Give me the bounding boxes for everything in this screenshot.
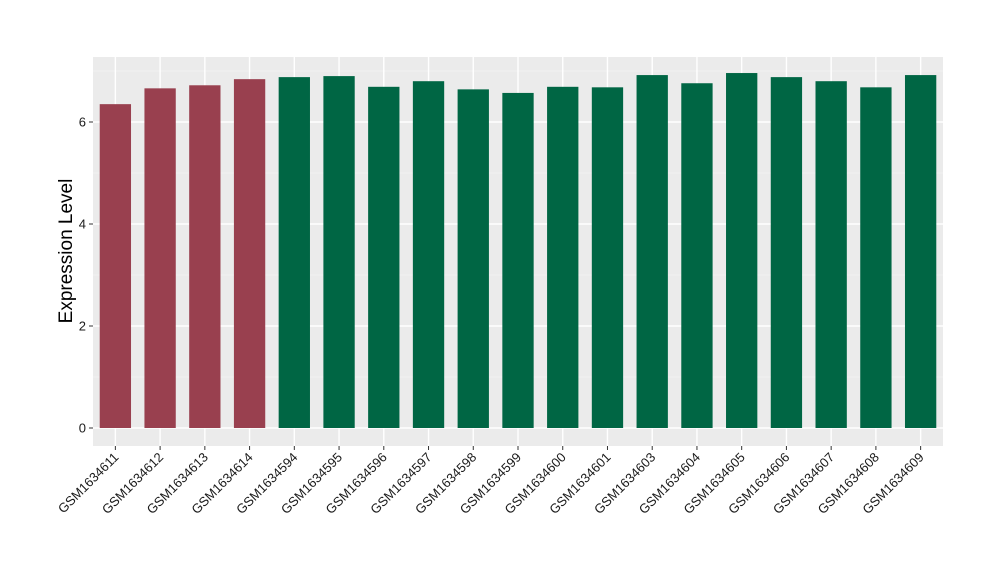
bar <box>904 75 937 428</box>
bar <box>681 83 713 429</box>
bar <box>770 77 803 429</box>
bar <box>368 86 400 428</box>
x-axis-ticks: GSM1634611GSM1634612GSM1634613GSM1634614… <box>55 446 927 517</box>
bar <box>726 73 758 428</box>
bar <box>547 86 579 428</box>
bar <box>144 88 176 428</box>
bar <box>636 75 668 428</box>
bar <box>591 87 624 428</box>
y-axis-title: Expression Level <box>56 179 77 324</box>
bars <box>99 73 937 429</box>
y-axis-ticks: 0 2 4 6 <box>79 115 93 436</box>
bar <box>278 77 310 429</box>
bar <box>457 89 489 429</box>
bar <box>233 79 266 428</box>
y-tick-label: 0 <box>79 421 86 436</box>
bar <box>99 104 132 429</box>
y-tick-label: 4 <box>79 217 86 232</box>
bar <box>860 87 892 428</box>
y-tick-label: 2 <box>79 319 86 334</box>
bar <box>189 85 221 428</box>
bar <box>502 92 534 429</box>
y-tick-label: 6 <box>79 115 86 130</box>
bar <box>815 81 847 428</box>
bar <box>412 81 445 428</box>
bar <box>323 76 355 428</box>
